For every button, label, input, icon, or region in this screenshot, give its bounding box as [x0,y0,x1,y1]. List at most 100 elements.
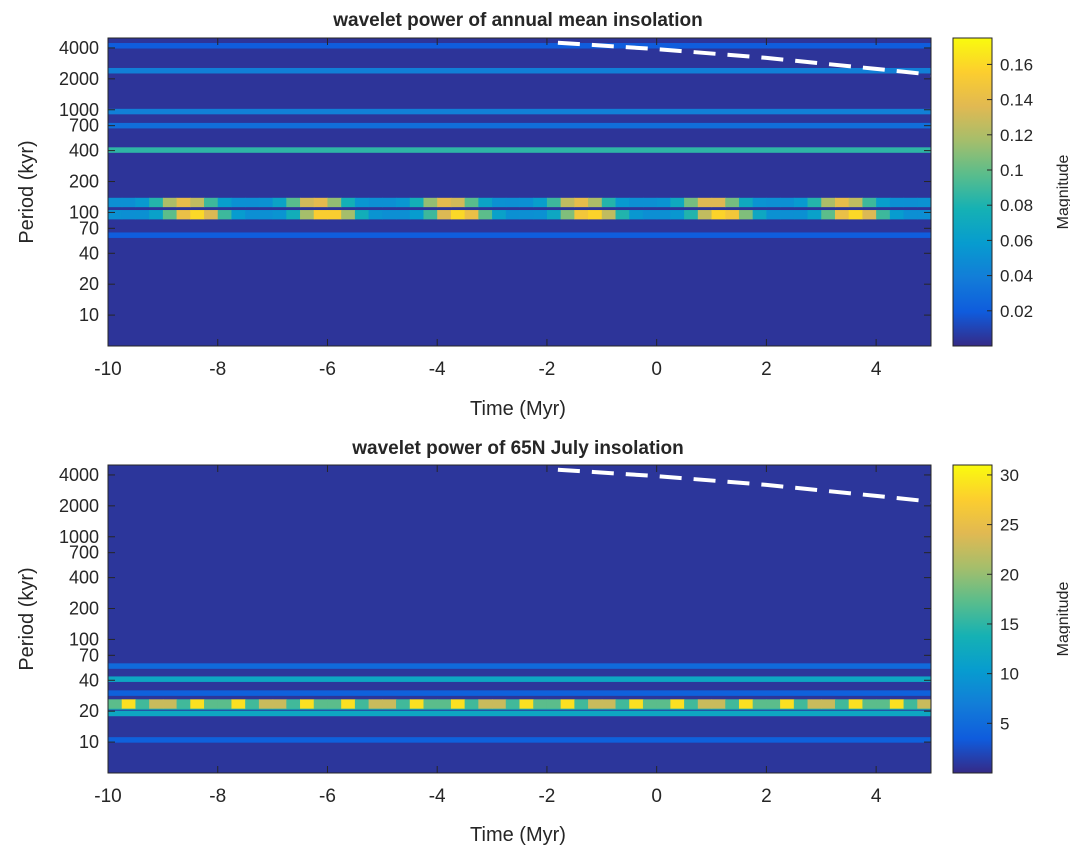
power-cell [231,210,246,220]
power-cell [121,197,137,208]
y-axis-label: Period (kyr) [16,567,38,670]
chart-title: wavelet power of 65N July insolation [351,438,684,459]
power-cell [450,699,466,709]
power-cell [354,197,370,208]
power-cell [396,210,411,220]
power-cell [752,197,767,208]
power-cell [231,197,246,208]
power-cell [560,699,575,709]
power-cell [478,210,493,220]
power-cell [245,210,260,220]
cone-of-influence [557,467,931,504]
power-cell [300,210,315,220]
power-cell [135,210,150,220]
power-cell [162,210,178,220]
power-cell [752,699,767,709]
colorbar-tick-label: 0.06 [1000,231,1033,250]
power-cell [752,210,767,220]
power-cell [121,699,137,709]
power-cell [903,210,918,220]
wavelet-chart-65n-july: wavelet power of 65N July insolation Tim… [16,438,1070,846]
power-cell [629,197,644,208]
power-cell [574,699,589,709]
power-cell [176,699,191,709]
y-tick-label: 40 [79,243,99,263]
power-cell [204,210,219,220]
power-cell [204,197,219,208]
power-cell [642,197,658,208]
power-cell [423,210,438,220]
power-cell [135,197,150,208]
y-tick-label: 700 [69,116,99,136]
x-tick-label: 4 [871,786,882,807]
power-band [108,690,931,696]
power-cell [492,210,507,220]
power-cell [780,699,795,709]
power-cell [272,210,287,220]
power-cell [327,210,342,220]
power-cell [368,197,383,208]
power-cell [670,197,685,208]
colorbar-tick-label: 0.1 [1000,161,1024,180]
power-band [108,710,931,717]
power-cell [780,197,795,208]
y-tick-label: 20 [79,274,99,294]
x-tick-label: -10 [94,359,121,380]
y-tick-label: 1000 [59,100,99,120]
power-cell [190,210,205,220]
power-cell [876,197,891,208]
power-cell [176,197,191,208]
power-cell [492,197,507,208]
power-cell [697,210,713,220]
power-cell [711,699,726,709]
power-cell [519,210,534,220]
power-cell [354,210,370,220]
power-cell [807,699,822,709]
plot-frame [107,37,932,347]
power-cell [245,699,260,709]
power-cell [725,197,740,208]
power-cell [766,210,781,220]
power-cell [258,210,274,220]
power-cell [423,197,438,208]
colorbar-tick-label: 5 [1000,714,1009,733]
plot-background [108,465,931,773]
power-cell [656,197,671,208]
x-tick-label: 2 [761,359,772,380]
power-cell [684,210,699,220]
y-tick-label: 200 [69,599,99,619]
power-bands [108,663,931,743]
y-tick-label: 10 [79,305,99,325]
power-cell [697,197,713,208]
power-cell [478,699,493,709]
power-cell [546,197,562,208]
power-band [108,122,931,129]
y-tick-label: 20 [79,701,99,721]
power-cell [464,197,479,208]
y-tick-label: 100 [69,202,99,222]
power-cell [574,210,589,220]
power-cell [834,197,850,208]
y-tick-label: 1000 [59,527,99,547]
power-cell [821,197,836,208]
power-cell [533,699,548,709]
power-cell [917,699,931,709]
power-cell [876,210,891,220]
x-tick-label: -8 [209,359,226,380]
power-cell [505,699,521,709]
power-cell [642,210,658,220]
power-cell [793,210,809,220]
power-cell [450,197,466,208]
x-tick-label: -2 [538,786,555,807]
power-cell [217,210,233,220]
power-cell [862,699,877,709]
power-cell [519,699,534,709]
power-cell [204,699,219,709]
y-tick-label: 400 [69,568,99,588]
power-band [108,147,931,153]
power-cell [738,197,754,208]
power-cell [286,197,301,208]
power-cell [354,699,370,709]
power-cell [272,699,287,709]
power-cell [327,699,342,709]
